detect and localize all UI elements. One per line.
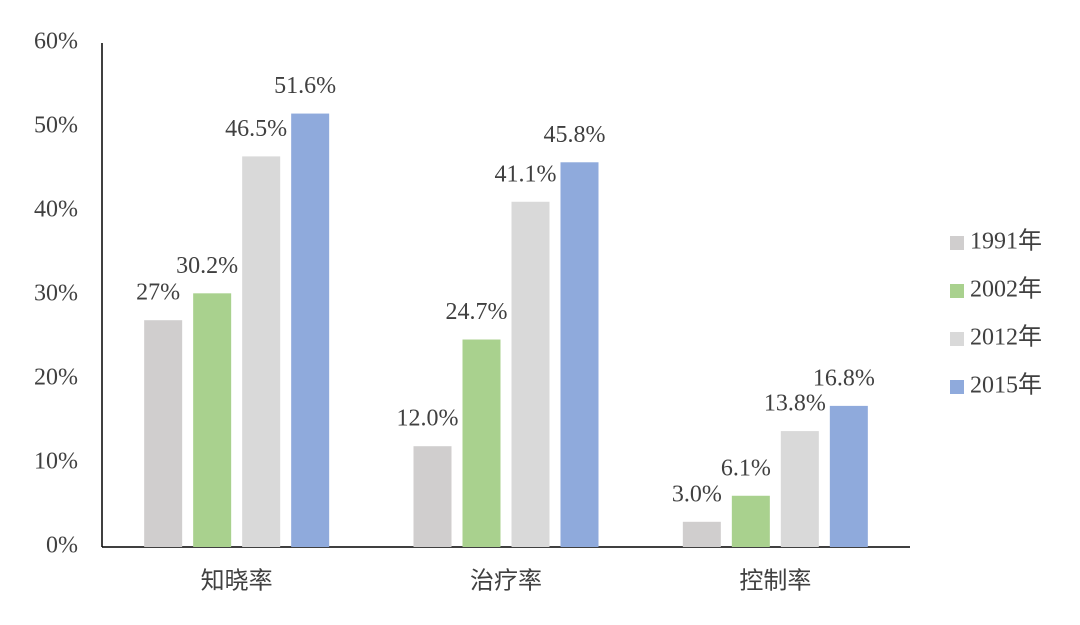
bar xyxy=(413,446,452,547)
x-tick-label: 控制率 xyxy=(739,568,811,595)
bar xyxy=(291,113,330,547)
bar xyxy=(682,521,721,547)
y-tick-label: 20% xyxy=(34,365,78,391)
y-tick-label: 50% xyxy=(34,113,78,139)
bar xyxy=(731,495,770,547)
y-tick-label: 10% xyxy=(34,449,78,475)
y-tick-label: 40% xyxy=(34,197,78,223)
x-tick-label: 治疗率 xyxy=(470,568,542,595)
legend-label: 2015年 xyxy=(970,372,1042,399)
legend-label: 2002年 xyxy=(970,276,1042,303)
value-label: 13.8% xyxy=(764,391,826,417)
legend-swatch xyxy=(950,284,964,298)
value-label: 3.0% xyxy=(672,481,722,507)
legend-swatch xyxy=(950,380,964,394)
value-label: 45.8% xyxy=(544,122,606,148)
value-label: 51.6% xyxy=(274,73,336,99)
value-label: 12.0% xyxy=(397,406,459,432)
bar xyxy=(193,293,232,547)
bar xyxy=(829,405,868,547)
legend-swatch xyxy=(950,236,964,250)
bar xyxy=(511,201,550,547)
legend-swatch xyxy=(950,332,964,346)
value-label: 27% xyxy=(136,280,180,306)
bar xyxy=(242,156,281,547)
bar xyxy=(462,339,501,547)
bar xyxy=(144,320,183,547)
bar xyxy=(780,431,819,547)
value-label: 16.8% xyxy=(813,365,875,391)
value-label: 46.5% xyxy=(225,116,287,142)
value-label: 41.1% xyxy=(495,161,557,187)
y-tick-label: 0% xyxy=(46,533,78,559)
bar xyxy=(560,162,599,547)
value-label: 30.2% xyxy=(176,253,238,279)
legend-label: 1991年 xyxy=(970,228,1042,255)
value-label: 24.7% xyxy=(446,299,508,325)
value-label: 6.1% xyxy=(721,455,771,481)
y-tick-label: 30% xyxy=(34,281,78,307)
y-tick-label: 60% xyxy=(34,29,78,55)
legend-label: 2012年 xyxy=(970,324,1042,351)
x-tick-label: 知晓率 xyxy=(201,568,273,595)
